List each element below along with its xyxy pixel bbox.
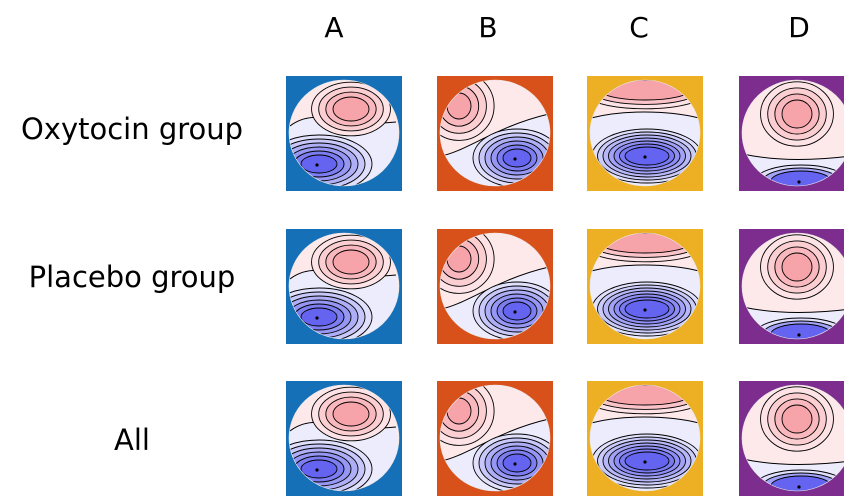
topomap-d-2 (739, 229, 844, 344)
row-label-all: All (114, 423, 150, 457)
topomap-icon (439, 232, 551, 340)
row-label-oxytocin: Oxytocin group (20, 112, 244, 146)
topomap-icon (589, 79, 701, 187)
topomap-b-2 (437, 229, 553, 344)
topomap-icon (439, 79, 551, 187)
topomap-a-1 (286, 76, 402, 191)
topomap-icon (741, 384, 844, 492)
topomap-c-1 (587, 76, 703, 191)
topomap-a-2 (286, 229, 402, 344)
topomap-d-3 (739, 381, 844, 496)
topomap-c-3 (587, 381, 703, 496)
column-label-d: D (788, 11, 810, 44)
topomap-icon (288, 79, 400, 187)
topomap-icon (439, 384, 551, 492)
column-label-c: C (629, 11, 649, 44)
column-label-a: A (324, 11, 344, 44)
topomap-b-1 (437, 76, 553, 191)
topomap-b-3 (437, 381, 553, 496)
row-label-placebo: Placebo group (28, 260, 236, 294)
column-label-b: B (478, 11, 498, 44)
topomap-c-2 (587, 229, 703, 344)
topomap-d-1 (739, 76, 844, 191)
topomap-icon (288, 384, 400, 492)
topomap-a-3 (286, 381, 402, 496)
topomap-icon (741, 232, 844, 340)
topomap-icon (741, 79, 844, 187)
topomap-icon (288, 232, 400, 340)
topomap-icon (589, 232, 701, 340)
topomap-icon (589, 384, 701, 492)
